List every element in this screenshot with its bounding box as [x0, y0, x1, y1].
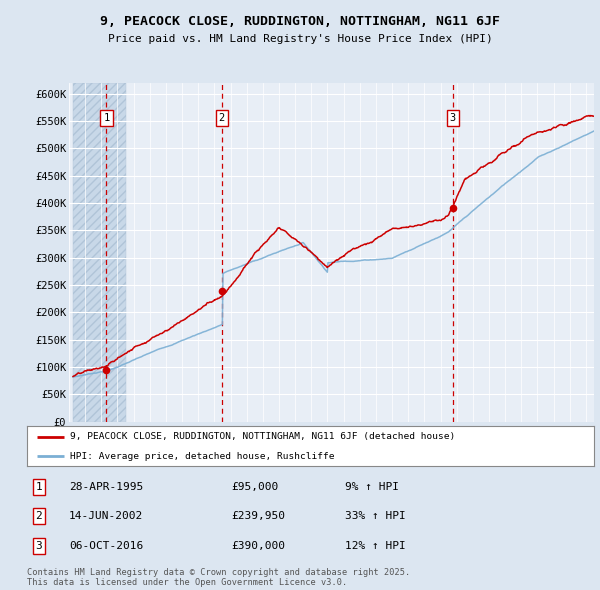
Text: 1: 1: [35, 482, 43, 491]
Text: 06-OCT-2016: 06-OCT-2016: [69, 541, 143, 550]
Text: 12% ↑ HPI: 12% ↑ HPI: [345, 541, 406, 550]
Text: 33% ↑ HPI: 33% ↑ HPI: [345, 512, 406, 521]
Text: Contains HM Land Registry data © Crown copyright and database right 2025.
This d: Contains HM Land Registry data © Crown c…: [27, 568, 410, 587]
Text: 9% ↑ HPI: 9% ↑ HPI: [345, 482, 399, 491]
Text: HPI: Average price, detached house, Rushcliffe: HPI: Average price, detached house, Rush…: [70, 451, 334, 461]
Text: Price paid vs. HM Land Registry's House Price Index (HPI): Price paid vs. HM Land Registry's House …: [107, 34, 493, 44]
Text: 28-APR-1995: 28-APR-1995: [69, 482, 143, 491]
Text: 14-JUN-2002: 14-JUN-2002: [69, 512, 143, 521]
Text: £390,000: £390,000: [231, 541, 285, 550]
Text: 2: 2: [218, 113, 225, 123]
Text: 3: 3: [35, 541, 43, 550]
Text: 1: 1: [103, 113, 110, 123]
Text: 9, PEACOCK CLOSE, RUDDINGTON, NOTTINGHAM, NG11 6JF: 9, PEACOCK CLOSE, RUDDINGTON, NOTTINGHAM…: [100, 15, 500, 28]
Text: 3: 3: [449, 113, 456, 123]
Text: £95,000: £95,000: [231, 482, 278, 491]
Text: £239,950: £239,950: [231, 512, 285, 521]
Text: 9, PEACOCK CLOSE, RUDDINGTON, NOTTINGHAM, NG11 6JF (detached house): 9, PEACOCK CLOSE, RUDDINGTON, NOTTINGHAM…: [70, 432, 455, 441]
Text: 2: 2: [35, 512, 43, 521]
